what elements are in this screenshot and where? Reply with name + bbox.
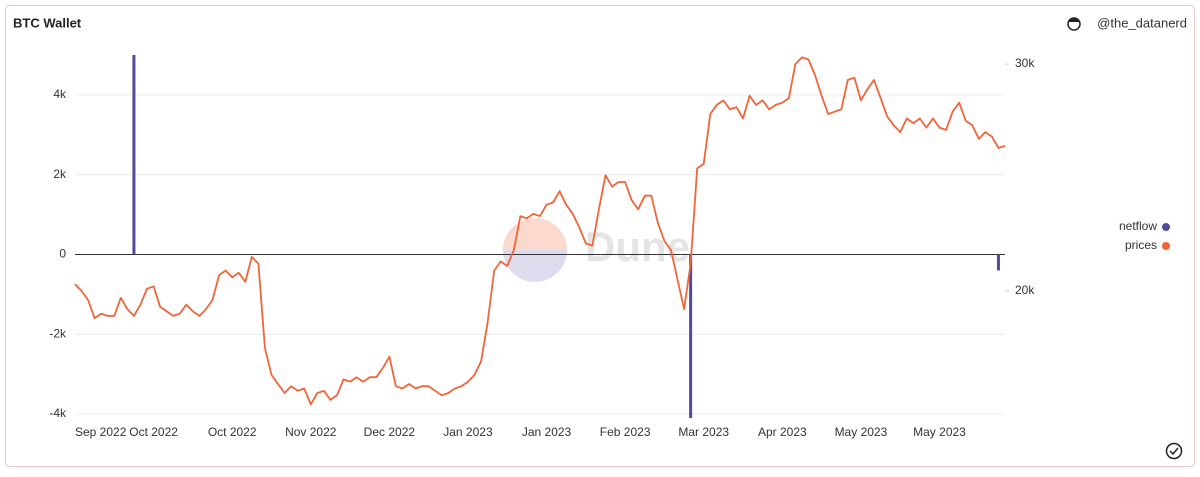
x-tick-label: Jan 2023 (443, 425, 493, 439)
x-tick-label: May 2023 (835, 425, 888, 439)
check-icon (1165, 442, 1183, 460)
card-border (5, 5, 1195, 467)
watermark: Dune (585, 223, 690, 270)
bar (132, 55, 136, 255)
x-tick-label: Apr 2023 (758, 425, 807, 439)
x-tick-label: Oct 2022 (129, 425, 178, 439)
bar (996, 254, 1000, 271)
x-tick-label: May 2023 (913, 425, 966, 439)
y-tick-label: 0 (59, 247, 66, 261)
y2-tick-label: 20k (1015, 283, 1035, 297)
legend-swatch (1162, 242, 1170, 250)
x-tick-label: Nov 2022 (285, 425, 337, 439)
price-line (74, 56, 1006, 406)
y-tick-label: 4k (53, 87, 67, 101)
legend-swatch (1162, 223, 1170, 231)
x-tick-label: Feb 2023 (600, 425, 651, 439)
author: @the_datanerd (1097, 15, 1187, 30)
x-tick-label: Oct 2022 (208, 425, 257, 439)
author-icon (1067, 17, 1081, 31)
watermark-logo (503, 218, 567, 282)
legend-label: netflow (1119, 219, 1157, 233)
chart-title: BTC Wallet (13, 15, 82, 30)
y2-tick-label: 30k (1015, 56, 1035, 70)
x-tick-label: Sep 2022 (75, 425, 127, 439)
x-tick-label: Mar 2023 (678, 425, 729, 439)
x-tick-label: Jan 2023 (522, 425, 572, 439)
x-tick-label: Dec 2022 (364, 425, 416, 439)
y-tick-label: -2k (49, 326, 67, 340)
bar (689, 254, 693, 418)
legend-label: prices (1125, 238, 1157, 252)
y-tick-label: 2k (53, 167, 67, 181)
y-tick-label: -4k (49, 406, 67, 420)
